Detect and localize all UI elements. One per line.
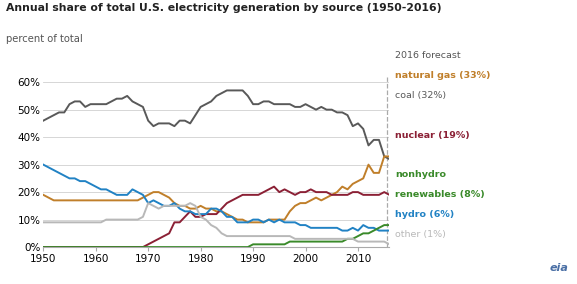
- Text: renewables (8%): renewables (8%): [395, 190, 485, 199]
- Text: Annual share of total U.S. electricity generation by source (1950-2016): Annual share of total U.S. electricity g…: [6, 3, 441, 13]
- Text: nuclear (19%): nuclear (19%): [395, 131, 470, 140]
- Text: nonhydro: nonhydro: [395, 170, 446, 179]
- Text: other (1%): other (1%): [395, 230, 446, 239]
- Text: coal (32%): coal (32%): [395, 91, 447, 100]
- Text: hydro (6%): hydro (6%): [395, 210, 455, 219]
- Text: natural gas (33%): natural gas (33%): [395, 71, 491, 80]
- Text: eia: eia: [549, 263, 568, 273]
- Text: 2016 forecast: 2016 forecast: [395, 51, 461, 60]
- Text: percent of total: percent of total: [6, 34, 83, 44]
